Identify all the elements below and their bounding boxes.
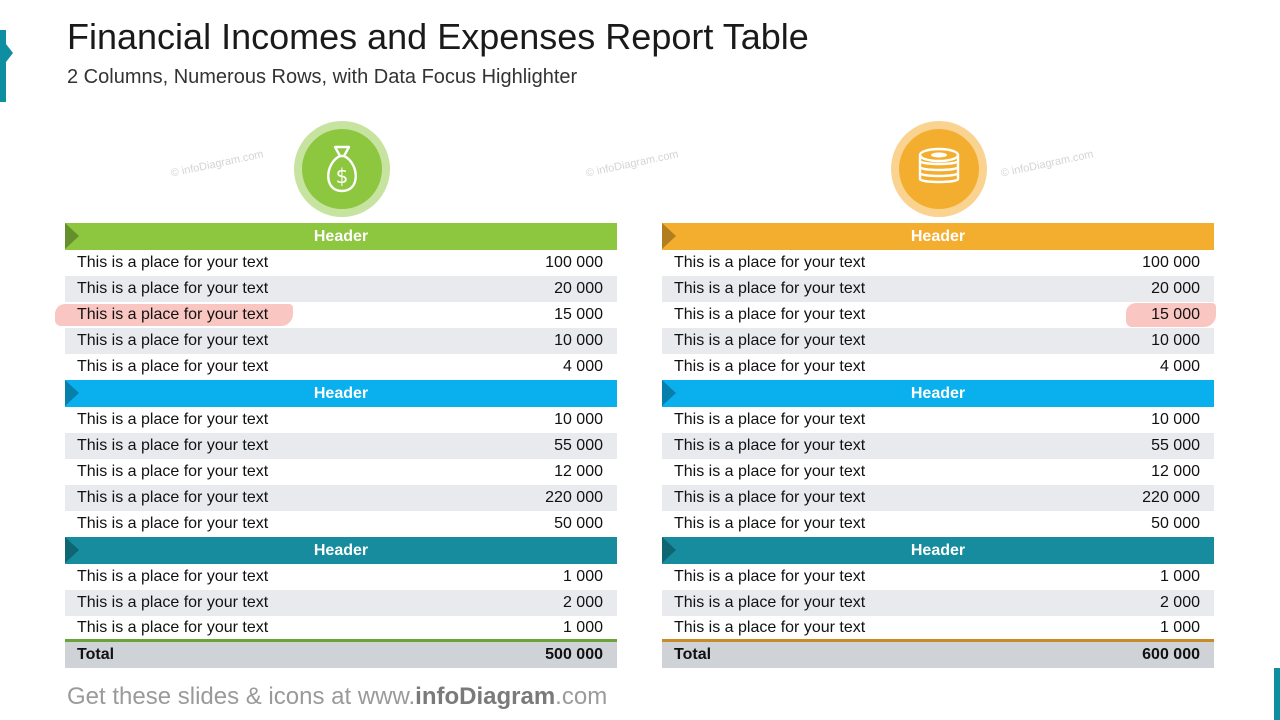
table-row: This is a place for your text 4 000 <box>77 358 603 375</box>
table-row: This is a place for your text 2 000 <box>65 590 617 616</box>
highlighter-brush <box>1126 303 1216 327</box>
table-row: This is a place for your text 4 000 <box>674 358 1200 375</box>
watermark: © infoDiagram.com <box>169 148 265 180</box>
money-bag-icon: $ <box>294 121 390 217</box>
page-title: Financial Incomes and Expenses Report Ta… <box>67 16 809 57</box>
table-row: This is a place for your text 20 000 <box>65 276 617 302</box>
table-row: This is a place for your text 1 000 <box>662 616 1214 642</box>
table-row: This is a place for your text 1 000 <box>65 616 617 642</box>
left-report-table: Header This is a place for your text 100 … <box>55 223 617 668</box>
table-row: This is a place for your text 220 000 <box>662 485 1214 511</box>
table-row-highlighted: This is a place for your text 15 000 <box>55 302 617 328</box>
table-row: This is a place for your text 10 000 <box>65 328 617 354</box>
highlighter-brush <box>55 304 293 326</box>
table-row: This is a place for your text 1 000 <box>674 568 1200 585</box>
table-row: This is a place for your text 1 000 <box>77 568 603 585</box>
table-row: This is a place for your text 100 000 <box>674 254 1200 271</box>
table-row-highlighted: This is a place for your text 15 000 <box>662 302 1216 328</box>
table-row: This is a place for your text 10 000 <box>662 328 1214 354</box>
section-header: Header <box>65 537 617 564</box>
table-row: This is a place for your text 100 000 <box>77 254 603 271</box>
page-subtitle: 2 Columns, Numerous Rows, with Data Focu… <box>67 66 578 88</box>
section-header: Header <box>662 537 1214 564</box>
slide-accent-right <box>1274 668 1280 720</box>
total-row: Total 600 000 <box>662 642 1214 668</box>
watermark: © infoDiagram.com <box>584 148 680 180</box>
coin-stack-icon <box>891 121 987 217</box>
right-report-table: Header This is a place for your text 100 … <box>662 223 1216 668</box>
total-row: Total 500 000 <box>65 642 617 668</box>
table-row: This is a place for your text 12 000 <box>77 463 603 480</box>
section-header: Header <box>65 223 617 250</box>
table-row: This is a place for your text 50 000 <box>77 515 603 532</box>
svg-text:$: $ <box>336 164 349 188</box>
section-header: Header <box>662 223 1214 250</box>
table-row: This is a place for your text 55 000 <box>662 433 1214 459</box>
section-header: Header <box>65 380 617 407</box>
watermark: © infoDiagram.com <box>999 148 1095 180</box>
table-row: This is a place for your text 55 000 <box>65 433 617 459</box>
table-row: This is a place for your text 10 000 <box>674 411 1200 428</box>
section-header: Header <box>662 380 1214 407</box>
table-row: This is a place for your text 20 000 <box>662 276 1214 302</box>
table-row: This is a place for your text 2 000 <box>662 590 1214 616</box>
table-row: This is a place for your text 10 000 <box>77 411 603 428</box>
table-row: This is a place for your text 12 000 <box>674 463 1200 480</box>
table-row: This is a place for your text 220 000 <box>65 485 617 511</box>
footer-credit[interactable]: Get these slides & icons at www.infoDiag… <box>67 683 608 710</box>
slide-accent-left <box>0 30 13 102</box>
table-row: This is a place for your text 50 000 <box>674 515 1200 532</box>
